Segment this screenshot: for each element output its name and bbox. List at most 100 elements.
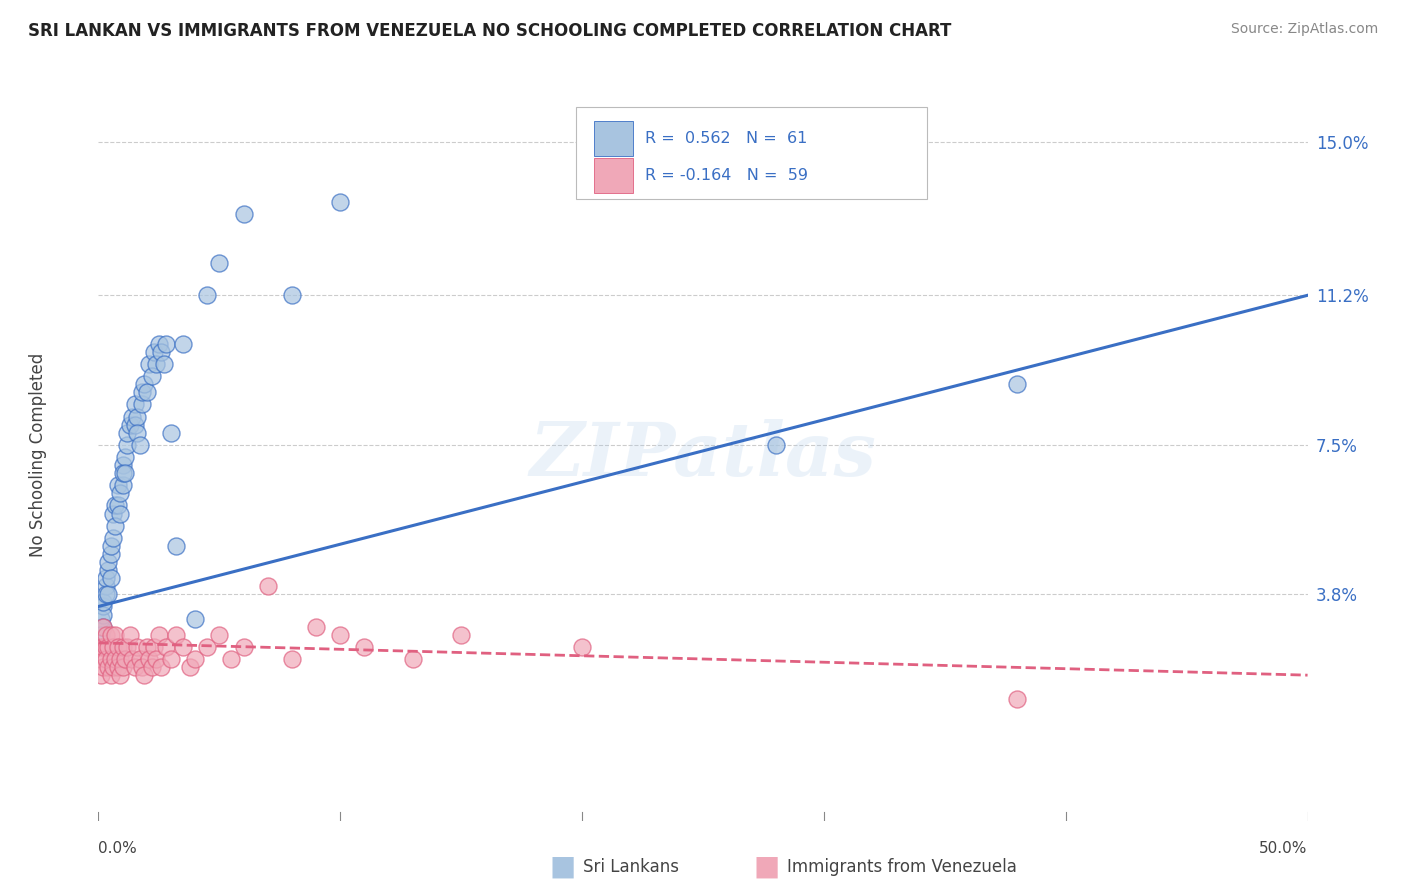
Point xyxy=(90,628,112,642)
Point xyxy=(91,595,114,609)
Text: Sri Lankans: Sri Lankans xyxy=(583,858,679,876)
Text: 0.0%: 0.0% xyxy=(98,841,138,855)
Point xyxy=(134,668,156,682)
Point xyxy=(305,620,328,634)
Point xyxy=(100,547,122,561)
Point xyxy=(127,409,149,424)
Point xyxy=(121,409,143,424)
Point xyxy=(104,652,127,666)
Point xyxy=(97,587,120,601)
Point xyxy=(329,628,352,642)
Point xyxy=(184,611,207,625)
Point xyxy=(128,438,150,452)
Point xyxy=(172,336,194,351)
Point xyxy=(90,640,112,654)
Point xyxy=(97,555,120,569)
Point xyxy=(150,660,173,674)
Text: R = -0.164   N =  59: R = -0.164 N = 59 xyxy=(645,168,808,183)
Point xyxy=(195,288,218,302)
Point xyxy=(91,620,114,634)
Point xyxy=(134,377,156,392)
Point xyxy=(97,640,120,654)
Point xyxy=(100,571,122,585)
Point xyxy=(124,660,146,674)
Point xyxy=(208,256,231,270)
Point xyxy=(107,499,129,513)
Point xyxy=(108,486,131,500)
Point xyxy=(765,438,787,452)
Point xyxy=(111,478,134,492)
Point xyxy=(124,417,146,432)
Point xyxy=(101,507,124,521)
FancyBboxPatch shape xyxy=(595,158,633,193)
Point xyxy=(117,640,139,654)
Point xyxy=(90,668,112,682)
Point xyxy=(94,571,117,585)
Point xyxy=(107,640,129,654)
Point xyxy=(90,652,112,666)
Point xyxy=(117,425,139,440)
Point xyxy=(91,620,114,634)
Point xyxy=(111,660,134,674)
Point xyxy=(221,652,243,666)
Point xyxy=(145,357,167,371)
Point xyxy=(94,628,117,642)
Point xyxy=(107,660,129,674)
Point xyxy=(100,539,122,553)
Text: ■: ■ xyxy=(754,853,779,881)
Point xyxy=(114,450,136,464)
Point xyxy=(94,652,117,666)
Point xyxy=(184,652,207,666)
Point xyxy=(114,466,136,480)
Point xyxy=(124,397,146,411)
Point xyxy=(138,357,160,371)
Point xyxy=(195,640,218,654)
Point xyxy=(127,640,149,654)
Point xyxy=(90,611,112,625)
Point xyxy=(118,417,141,432)
Point xyxy=(256,579,278,593)
Point xyxy=(114,652,136,666)
Point xyxy=(353,640,375,654)
Point xyxy=(91,607,114,622)
Point xyxy=(108,668,131,682)
Point xyxy=(143,640,166,654)
Point xyxy=(179,660,201,674)
Point xyxy=(232,640,254,654)
Point xyxy=(1007,692,1029,706)
Point xyxy=(329,195,352,210)
Point xyxy=(141,369,163,384)
FancyBboxPatch shape xyxy=(576,108,927,199)
Point xyxy=(135,640,157,654)
Point xyxy=(450,628,472,642)
Point xyxy=(97,660,120,674)
Text: SRI LANKAN VS IMMIGRANTS FROM VENEZUELA NO SCHOOLING COMPLETED CORRELATION CHART: SRI LANKAN VS IMMIGRANTS FROM VENEZUELA … xyxy=(28,22,952,40)
Point xyxy=(107,478,129,492)
Point xyxy=(571,640,593,654)
Point xyxy=(160,652,183,666)
Point xyxy=(148,628,170,642)
Text: ZIPatlas: ZIPatlas xyxy=(530,418,876,491)
Point xyxy=(111,466,134,480)
Point xyxy=(150,344,173,359)
Point xyxy=(91,599,114,614)
Point xyxy=(148,336,170,351)
Text: ■: ■ xyxy=(550,853,575,881)
Point xyxy=(1007,377,1029,392)
Point xyxy=(94,579,117,593)
Point xyxy=(232,207,254,221)
Text: Immigrants from Venezuela: Immigrants from Venezuela xyxy=(787,858,1017,876)
Point xyxy=(128,652,150,666)
Point xyxy=(208,628,231,642)
Point xyxy=(145,652,167,666)
Point xyxy=(127,425,149,440)
Point xyxy=(101,640,124,654)
FancyBboxPatch shape xyxy=(595,121,633,156)
Point xyxy=(94,587,117,601)
Point xyxy=(104,499,127,513)
Point xyxy=(100,652,122,666)
Point xyxy=(118,628,141,642)
Point xyxy=(90,620,112,634)
Point xyxy=(104,518,127,533)
Point xyxy=(165,539,187,553)
